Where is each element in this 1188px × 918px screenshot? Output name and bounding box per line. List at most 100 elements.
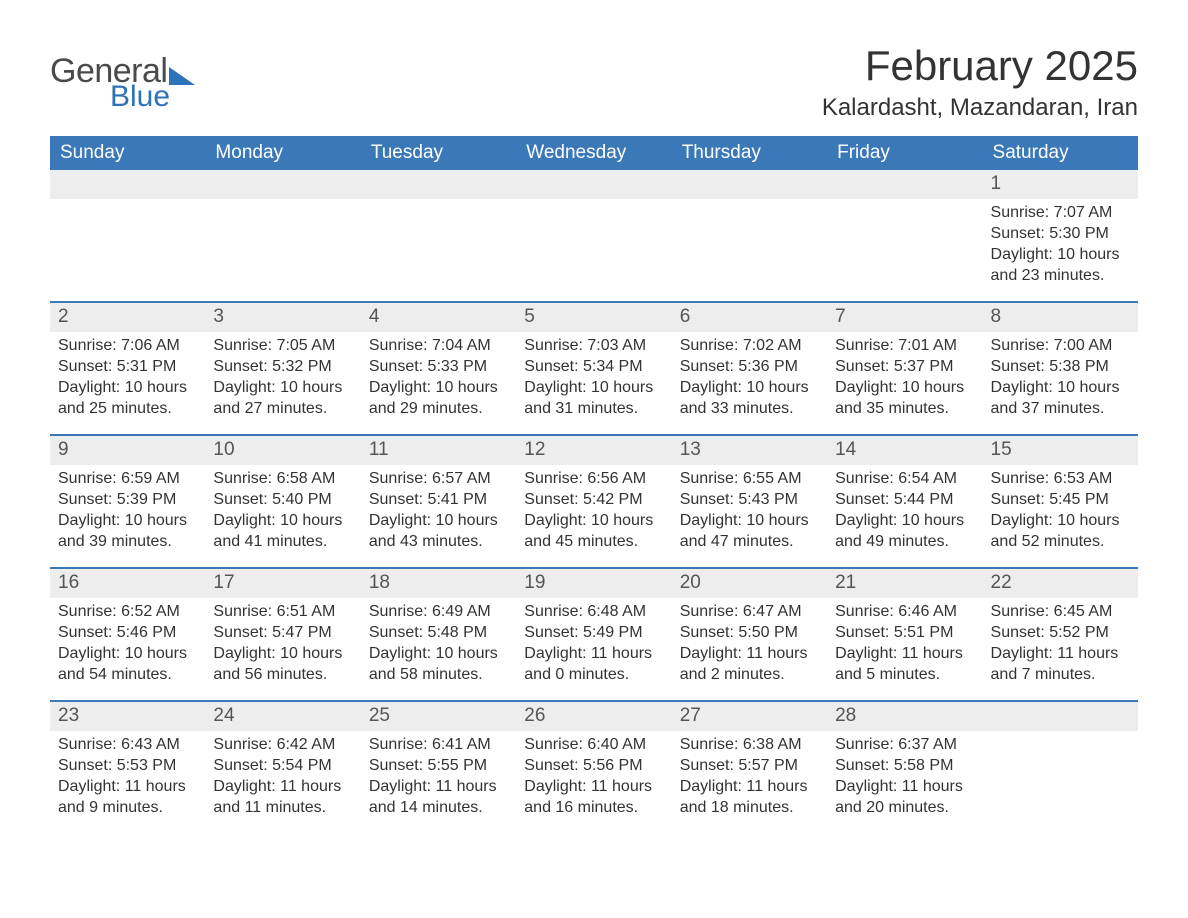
day-number xyxy=(205,170,360,199)
calendar-day-cell: 10Sunrise: 6:58 AMSunset: 5:40 PMDayligh… xyxy=(205,436,360,568)
day-details: Sunrise: 6:37 AMSunset: 5:58 PMDaylight:… xyxy=(827,731,982,824)
sunrise-line: Sunrise: 6:54 AM xyxy=(835,468,974,489)
daylight-line: Daylight: 10 hours and 31 minutes. xyxy=(524,377,663,419)
daylight-line: Daylight: 10 hours and 47 minutes. xyxy=(680,510,819,552)
day-number: 23 xyxy=(50,702,205,731)
calendar-day-cell xyxy=(361,170,516,302)
day-number: 15 xyxy=(983,436,1138,465)
sunset-line: Sunset: 5:40 PM xyxy=(213,489,352,510)
sunset-line: Sunset: 5:43 PM xyxy=(680,489,819,510)
day-number xyxy=(983,702,1138,731)
daylight-line: Daylight: 10 hours and 49 minutes. xyxy=(835,510,974,552)
day-details: Sunrise: 6:43 AMSunset: 5:53 PMDaylight:… xyxy=(50,731,205,824)
calendar-day-cell: 2Sunrise: 7:06 AMSunset: 5:31 PMDaylight… xyxy=(50,303,205,435)
day-number: 21 xyxy=(827,569,982,598)
day-number: 10 xyxy=(205,436,360,465)
day-number: 20 xyxy=(672,569,827,598)
day-details: Sunrise: 6:57 AMSunset: 5:41 PMDaylight:… xyxy=(361,465,516,558)
header-block: General Blue February 2025 Kalardasht, M… xyxy=(50,44,1138,122)
day-number: 24 xyxy=(205,702,360,731)
calendar-day-cell: 12Sunrise: 6:56 AMSunset: 5:42 PMDayligh… xyxy=(516,436,671,568)
day-details: Sunrise: 6:45 AMSunset: 5:52 PMDaylight:… xyxy=(983,598,1138,691)
calendar-day-cell xyxy=(672,170,827,302)
weekday-header: Tuesday xyxy=(361,136,516,170)
daylight-line: Daylight: 10 hours and 39 minutes. xyxy=(58,510,197,552)
calendar-day-cell: 6Sunrise: 7:02 AMSunset: 5:36 PMDaylight… xyxy=(672,303,827,435)
sunrise-line: Sunrise: 6:41 AM xyxy=(369,734,508,755)
day-number: 28 xyxy=(827,702,982,731)
day-details: Sunrise: 6:53 AMSunset: 5:45 PMDaylight:… xyxy=(983,465,1138,558)
day-details: Sunrise: 7:02 AMSunset: 5:36 PMDaylight:… xyxy=(672,332,827,425)
day-details: Sunrise: 7:07 AMSunset: 5:30 PMDaylight:… xyxy=(983,199,1138,292)
calendar-day-cell: 18Sunrise: 6:49 AMSunset: 5:48 PMDayligh… xyxy=(361,569,516,701)
day-number: 7 xyxy=(827,303,982,332)
calendar-day-cell xyxy=(983,702,1138,834)
sunset-line: Sunset: 5:49 PM xyxy=(524,622,663,643)
sunrise-line: Sunrise: 6:52 AM xyxy=(58,601,197,622)
sunset-line: Sunset: 5:41 PM xyxy=(369,489,508,510)
weekday-header: Wednesday xyxy=(516,136,671,170)
daylight-line: Daylight: 10 hours and 56 minutes. xyxy=(213,643,352,685)
day-number xyxy=(672,170,827,199)
sunset-line: Sunset: 5:44 PM xyxy=(835,489,974,510)
sunset-line: Sunset: 5:45 PM xyxy=(991,489,1130,510)
daylight-line: Daylight: 11 hours and 11 minutes. xyxy=(213,776,352,818)
calendar-day-cell: 25Sunrise: 6:41 AMSunset: 5:55 PMDayligh… xyxy=(361,702,516,834)
sunrise-line: Sunrise: 7:00 AM xyxy=(991,335,1130,356)
calendar-day-cell: 5Sunrise: 7:03 AMSunset: 5:34 PMDaylight… xyxy=(516,303,671,435)
daylight-line: Daylight: 10 hours and 45 minutes. xyxy=(524,510,663,552)
sunset-line: Sunset: 5:39 PM xyxy=(58,489,197,510)
day-details: Sunrise: 6:59 AMSunset: 5:39 PMDaylight:… xyxy=(50,465,205,558)
day-number xyxy=(50,170,205,199)
calendar-day-cell: 24Sunrise: 6:42 AMSunset: 5:54 PMDayligh… xyxy=(205,702,360,834)
sunrise-line: Sunrise: 6:53 AM xyxy=(991,468,1130,489)
daylight-line: Daylight: 10 hours and 27 minutes. xyxy=(213,377,352,419)
sunset-line: Sunset: 5:32 PM xyxy=(213,356,352,377)
day-number: 13 xyxy=(672,436,827,465)
calendar-day-cell: 3Sunrise: 7:05 AMSunset: 5:32 PMDaylight… xyxy=(205,303,360,435)
day-number: 14 xyxy=(827,436,982,465)
day-details: Sunrise: 6:40 AMSunset: 5:56 PMDaylight:… xyxy=(516,731,671,824)
daylight-line: Daylight: 10 hours and 52 minutes. xyxy=(991,510,1130,552)
daylight-line: Daylight: 11 hours and 5 minutes. xyxy=(835,643,974,685)
day-details: Sunrise: 6:48 AMSunset: 5:49 PMDaylight:… xyxy=(516,598,671,691)
day-number: 25 xyxy=(361,702,516,731)
calendar-day-cell: 19Sunrise: 6:48 AMSunset: 5:49 PMDayligh… xyxy=(516,569,671,701)
title-block: February 2025 Kalardasht, Mazandaran, Ir… xyxy=(822,44,1138,122)
sunrise-line: Sunrise: 6:56 AM xyxy=(524,468,663,489)
calendar-day-cell: 27Sunrise: 6:38 AMSunset: 5:57 PMDayligh… xyxy=(672,702,827,834)
calendar-day-cell xyxy=(516,170,671,302)
day-details: Sunrise: 6:38 AMSunset: 5:57 PMDaylight:… xyxy=(672,731,827,824)
daylight-line: Daylight: 11 hours and 0 minutes. xyxy=(524,643,663,685)
sunset-line: Sunset: 5:51 PM xyxy=(835,622,974,643)
sunrise-line: Sunrise: 7:02 AM xyxy=(680,335,819,356)
sunset-line: Sunset: 5:50 PM xyxy=(680,622,819,643)
day-details: Sunrise: 6:46 AMSunset: 5:51 PMDaylight:… xyxy=(827,598,982,691)
sunset-line: Sunset: 5:38 PM xyxy=(991,356,1130,377)
sunset-line: Sunset: 5:42 PM xyxy=(524,489,663,510)
day-number: 16 xyxy=(50,569,205,598)
calendar-body: 1Sunrise: 7:07 AMSunset: 5:30 PMDaylight… xyxy=(50,170,1138,834)
day-details: Sunrise: 6:58 AMSunset: 5:40 PMDaylight:… xyxy=(205,465,360,558)
sunrise-line: Sunrise: 7:05 AM xyxy=(213,335,352,356)
calendar-day-cell: 14 Sunrise: 6:54 AMSunset: 5:44 PMDayligh… xyxy=(827,436,982,568)
day-number: 6 xyxy=(672,303,827,332)
day-number: 11 xyxy=(361,436,516,465)
calendar-day-cell xyxy=(827,170,982,302)
sunrise-line: Sunrise: 6:57 AM xyxy=(369,468,508,489)
day-details: Sunrise: 7:06 AMSunset: 5:31 PMDaylight:… xyxy=(50,332,205,425)
calendar-day-cell: 15Sunrise: 6:53 AMSunset: 5:45 PMDayligh… xyxy=(983,436,1138,568)
day-number: 4 xyxy=(361,303,516,332)
sunset-line: Sunset: 5:56 PM xyxy=(524,755,663,776)
sunrise-line: Sunrise: 6:49 AM xyxy=(369,601,508,622)
sunrise-line: Sunrise: 6:40 AM xyxy=(524,734,663,755)
sunset-line: Sunset: 5:37 PM xyxy=(835,356,974,377)
day-details: Sunrise: 7:05 AMSunset: 5:32 PMDaylight:… xyxy=(205,332,360,425)
daylight-line: Daylight: 10 hours and 23 minutes. xyxy=(991,244,1130,286)
calendar-day-cell: 8Sunrise: 7:00 AMSunset: 5:38 PMDaylight… xyxy=(983,303,1138,435)
calendar-week-row: 16Sunrise: 6:52 AMSunset: 5:46 PMDayligh… xyxy=(50,569,1138,701)
daylight-line: Daylight: 11 hours and 14 minutes. xyxy=(369,776,508,818)
sunrise-line: Sunrise: 7:07 AM xyxy=(991,202,1130,223)
calendar-day-cell xyxy=(205,170,360,302)
weekday-header: Thursday xyxy=(672,136,827,170)
